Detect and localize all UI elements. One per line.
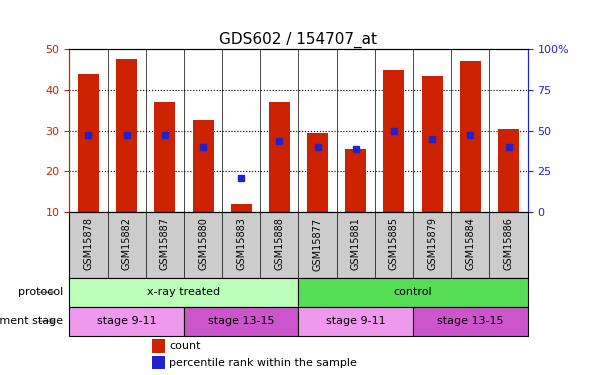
Bar	[69, 278, 298, 307]
Bar	[384, 69, 405, 212]
Text: development stage: development stage	[0, 316, 63, 326]
Text: protocol: protocol	[18, 287, 63, 297]
Text: GSM15884: GSM15884	[466, 217, 475, 270]
Text: GSM15885: GSM15885	[389, 217, 399, 270]
Bar	[69, 307, 184, 336]
Text: GSM15883: GSM15883	[236, 217, 246, 270]
Text: GSM15881: GSM15881	[351, 217, 361, 270]
Text: stage 9-11: stage 9-11	[326, 316, 385, 326]
Text: GSM15888: GSM15888	[274, 217, 285, 270]
FancyArrowPatch shape	[39, 290, 54, 294]
Bar	[460, 62, 481, 212]
Text: GSM15877: GSM15877	[312, 217, 323, 271]
Text: count: count	[169, 341, 201, 351]
Bar	[152, 356, 165, 369]
Text: GSM15882: GSM15882	[122, 217, 131, 270]
Text: GSM15880: GSM15880	[198, 217, 208, 270]
Text: x-ray treated: x-ray treated	[147, 287, 221, 297]
Text: GSM15879: GSM15879	[427, 217, 437, 270]
Text: GSM15887: GSM15887	[160, 217, 170, 270]
Bar	[307, 133, 328, 212]
Bar	[421, 76, 443, 212]
Bar	[192, 120, 213, 212]
Bar	[154, 102, 175, 212]
Bar	[298, 307, 413, 336]
Bar	[152, 339, 165, 353]
Text: GSM15886: GSM15886	[504, 217, 514, 270]
Bar	[413, 307, 528, 336]
Bar	[184, 307, 298, 336]
Bar	[269, 102, 290, 212]
FancyArrowPatch shape	[39, 319, 54, 323]
Bar	[346, 149, 366, 212]
Text: stage 13-15: stage 13-15	[208, 316, 274, 326]
Text: GSM15878: GSM15878	[83, 217, 93, 270]
Bar	[498, 129, 519, 212]
Bar	[116, 59, 137, 212]
Text: percentile rank within the sample: percentile rank within the sample	[169, 358, 357, 368]
Bar	[298, 278, 528, 307]
Text: control: control	[394, 287, 432, 297]
Text: stage 9-11: stage 9-11	[97, 316, 156, 326]
Title: GDS602 / 154707_at: GDS602 / 154707_at	[219, 32, 377, 48]
Bar	[231, 204, 251, 212]
Text: stage 13-15: stage 13-15	[437, 316, 504, 326]
Bar	[78, 74, 99, 212]
